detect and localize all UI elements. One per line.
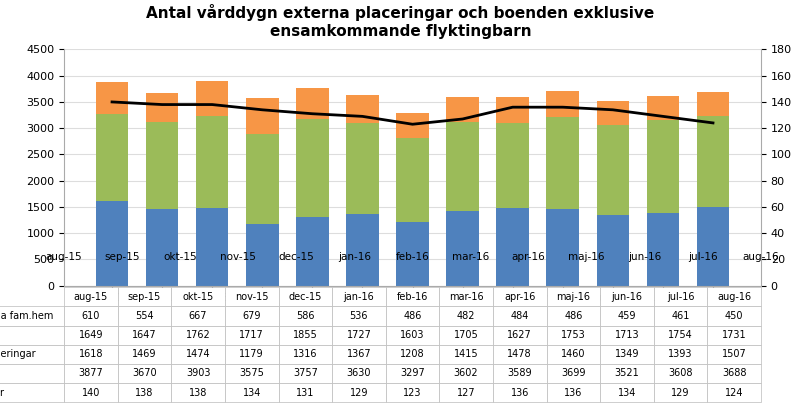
Bar (646, 213, 679, 286)
Bar (646, 120, 679, 213)
Bar (396, 112, 429, 138)
Text: jan-16: jan-16 (338, 253, 371, 262)
Bar (246, 133, 279, 224)
Bar (697, 116, 729, 206)
Bar (597, 215, 629, 286)
Bar (597, 101, 629, 125)
Bar (196, 208, 228, 286)
Bar (346, 123, 379, 214)
Bar (346, 214, 379, 286)
Text: Antal vårddygn externa placeringar och boenden exklusive
ensamkommande flyktingb: Antal vårddygn externa placeringar och b… (147, 4, 654, 38)
Bar (446, 122, 479, 211)
Bar (446, 96, 479, 122)
Text: dec-15: dec-15 (279, 253, 314, 262)
Bar (246, 98, 279, 133)
Text: apr-16: apr-16 (512, 253, 545, 262)
Bar (196, 81, 228, 116)
Text: jun-16: jun-16 (628, 253, 662, 262)
Text: okt-15: okt-15 (163, 253, 197, 262)
Bar (96, 114, 128, 201)
Bar (497, 97, 529, 123)
Bar (246, 224, 279, 286)
Bar (296, 89, 328, 119)
Bar (146, 93, 179, 122)
Bar (697, 206, 729, 286)
Bar (546, 209, 579, 286)
Bar (146, 208, 179, 286)
Text: nov-15: nov-15 (220, 253, 256, 262)
Bar (546, 117, 579, 209)
Text: aug-15: aug-15 (46, 253, 83, 262)
Bar (96, 201, 128, 286)
Bar (497, 123, 529, 208)
Bar (96, 82, 128, 114)
Text: maj-16: maj-16 (569, 253, 605, 262)
Text: aug-16: aug-16 (743, 253, 779, 262)
Bar (296, 217, 328, 286)
Bar (196, 116, 228, 208)
Bar (597, 125, 629, 215)
Bar (546, 91, 579, 117)
Text: mar-16: mar-16 (452, 253, 489, 262)
Bar (446, 211, 479, 286)
Bar (146, 122, 179, 208)
Bar (646, 96, 679, 120)
Text: jul-16: jul-16 (688, 253, 718, 262)
Text: sep-15: sep-15 (104, 253, 140, 262)
Bar (396, 138, 429, 222)
Bar (396, 222, 429, 286)
Bar (346, 95, 379, 123)
Bar (497, 208, 529, 286)
Bar (697, 92, 729, 116)
Bar (296, 119, 328, 217)
Text: feb-16: feb-16 (396, 253, 429, 262)
